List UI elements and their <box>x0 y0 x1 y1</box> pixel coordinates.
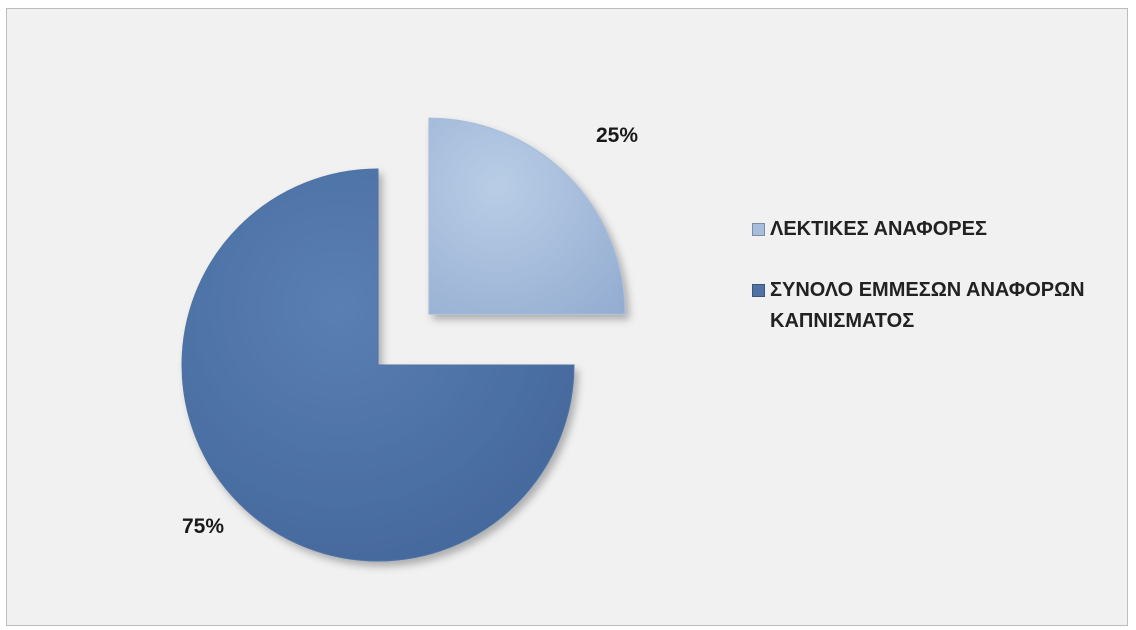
pie-slice-verbal-references <box>428 117 626 315</box>
pie-data-labels: 25% 75% <box>182 124 638 538</box>
pie-slice-indirect-smoking-references <box>181 168 575 562</box>
legend-swatch-dark-blue <box>752 284 765 297</box>
legend-swatch-light-blue <box>752 223 765 236</box>
pie-slices <box>181 117 626 562</box>
legend-label: ΛΕΚΤΙΚΕΣ ΑΝΑΦΟΡΕΣ <box>770 218 987 240</box>
legend-item-verbal-references: ΛΕΚΤΙΚΕΣ ΑΝΑΦΟΡΕΣ <box>752 214 1128 245</box>
data-label-25-percent: 25% <box>596 124 638 147</box>
chart-legend: ΛΕΚΤΙΚΕΣ ΑΝΑΦΟΡΕΣ ΣΥΝΟΛΟ ΕΜΜΕΣΩΝ ΑΝΑΦΟΡΩ… <box>752 214 1128 367</box>
legend-item-indirect-smoking-references: ΣΥΝΟΛΟ ΕΜΜΕΣΩΝ ΑΝΑΦΟΡΩΝ ΚΑΠΝΙΣΜΑΤΟΣ <box>752 275 1128 337</box>
legend-label: ΣΥΝΟΛΟ ΕΜΜΕΣΩΝ ΑΝΑΦΟΡΩΝ ΚΑΠΝΙΣΜΑΤΟΣ <box>770 279 1085 332</box>
data-label-75-percent: 75% <box>182 515 224 538</box>
